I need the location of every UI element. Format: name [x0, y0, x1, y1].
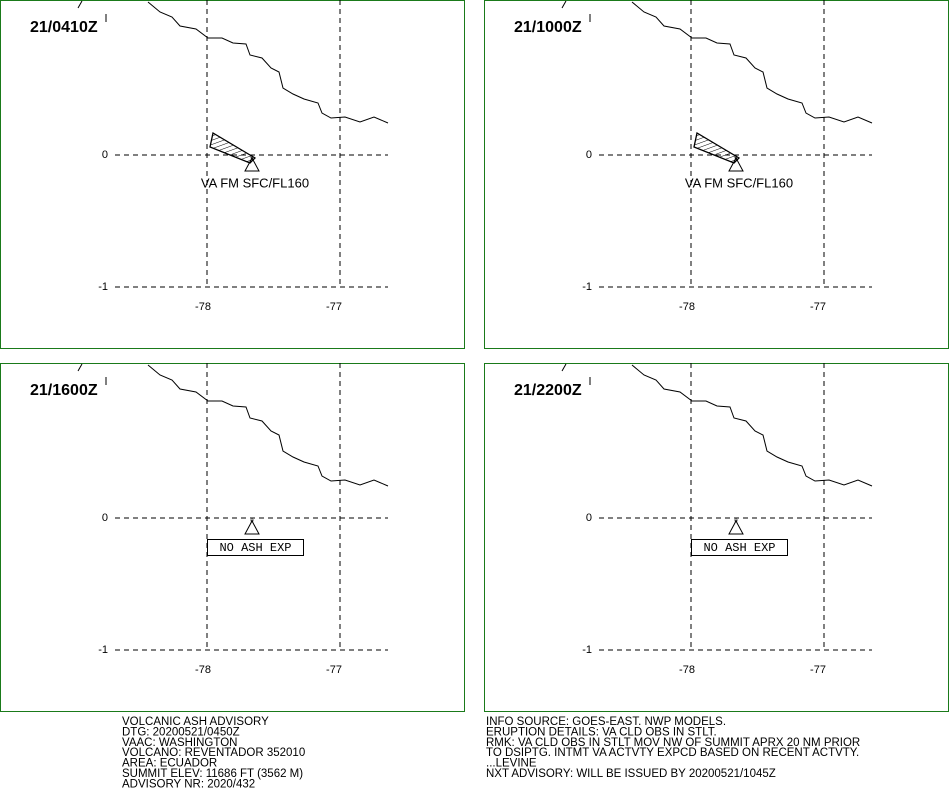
ash-label: NO ASH EXP	[219, 541, 291, 555]
advisory-line: TO DSIPTG. INTMT VA ACTVTY EXPCD BASED O…	[486, 747, 859, 759]
valid-time: 21/1600Z	[30, 382, 98, 399]
advisory-line: NXT ADVISORY: WILL BE ISSUED BY 20200521…	[486, 768, 776, 780]
panel-border	[0, 363, 465, 712]
volcano-symbol	[728, 519, 744, 535]
lon-label: -78	[679, 301, 695, 313]
advisory-line: ADVISORY NR: 2020/432	[122, 778, 255, 790]
advisory-line: AREA: ECUADOR	[122, 758, 217, 770]
lat-label: 0	[102, 149, 108, 161]
lon-label: -77	[326, 664, 342, 676]
volcano-symbol	[244, 519, 260, 535]
volcano-symbol	[728, 156, 744, 172]
label-box	[207, 539, 304, 556]
ash-label: NO ASH EXP	[703, 541, 775, 555]
map-panel: 0 -1 -78 -77 21/1600Z * NO ASH EXP	[0, 363, 465, 712]
ash-label: VA FM SFC/FL160	[201, 175, 309, 190]
advisory-line: ...LEVINE	[486, 758, 537, 770]
volcano-star: *	[734, 517, 739, 529]
lon-label: -77	[326, 301, 342, 313]
panel-border	[484, 0, 949, 349]
coast-fragment	[77, 0, 83, 9]
advisory-line: INFO SOURCE: GOES-EAST. NWP MODELS.	[486, 716, 726, 728]
lat-label: -1	[98, 281, 108, 293]
coast-fragment	[561, 0, 567, 9]
volcano-star: *	[250, 517, 255, 529]
advisory-line: SUMMIT ELEV: 11686 FT (3562 M)	[122, 768, 303, 780]
advisory-line: VOLCANO: REVENTADOR 352010	[122, 747, 305, 759]
lon-label: -78	[195, 301, 211, 313]
panel-border	[0, 0, 465, 349]
lon-label: -77	[810, 301, 826, 313]
advisory-line: ERUPTION DETAILS: VA CLD OBS IN STLT.	[486, 726, 717, 738]
volcano-symbol	[244, 156, 260, 172]
lat-label: -1	[98, 644, 108, 656]
lon-label: -78	[679, 664, 695, 676]
lon-label: -78	[195, 664, 211, 676]
ash-cloud	[693, 131, 741, 164]
coastline	[631, 1, 873, 124]
coast-fragment	[561, 363, 567, 372]
lat-label: -1	[582, 644, 592, 656]
lat-label: 0	[102, 512, 108, 524]
advisory-line: VOLCANIC ASH ADVISORY	[122, 716, 269, 728]
lat-label: 0	[586, 512, 592, 524]
lon-label: -77	[810, 664, 826, 676]
label-box	[691, 539, 788, 556]
advisory-line: VAAC: WASHINGTON	[122, 737, 237, 749]
valid-time: 21/2200Z	[514, 382, 582, 399]
panel-border	[484, 363, 949, 712]
coastline	[147, 1, 389, 124]
lat-label: -1	[582, 281, 592, 293]
coastline	[631, 364, 873, 487]
coastline	[147, 364, 389, 487]
lat-label: 0	[586, 149, 592, 161]
coast-fragment	[77, 363, 83, 372]
valid-time: 21/1000Z	[514, 19, 582, 36]
valid-time: 21/0410Z	[30, 19, 98, 36]
ash-cloud	[209, 131, 257, 164]
ash-label: VA FM SFC/FL160	[685, 175, 793, 190]
map-panel: 0 -1 -78 -77 21/2200Z * NO ASH EXP	[484, 363, 949, 712]
advisory-line: DTG: 20200521/0450Z	[122, 726, 240, 738]
advisory-line: RMK: VA CLD OBS IN STLT MOV NW OF SUMMIT…	[486, 737, 860, 749]
